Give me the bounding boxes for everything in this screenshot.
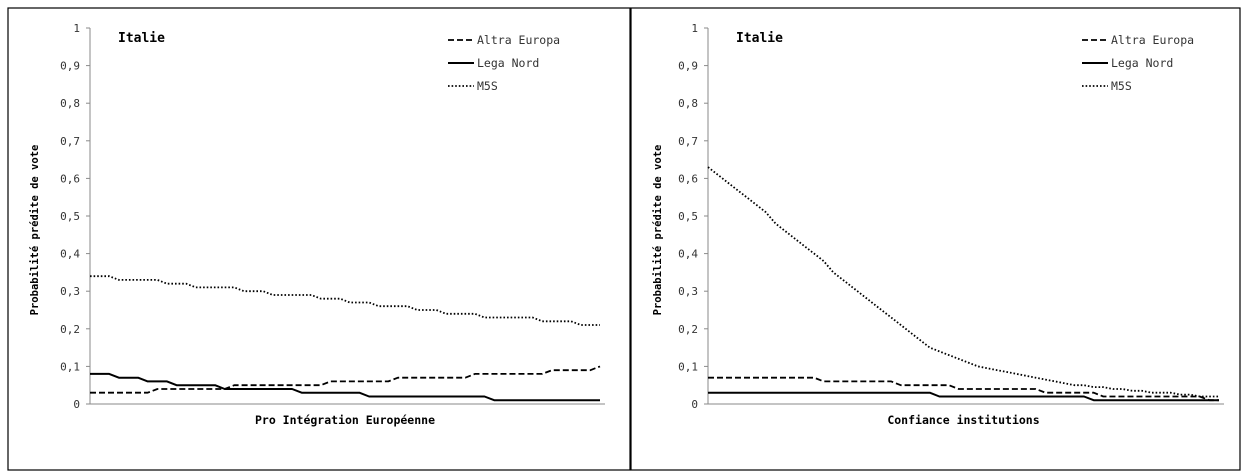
legend-label: Altra Europa	[477, 33, 560, 47]
series-line-altra-europa	[90, 365, 601, 394]
y-axis-title: Probabilité prédite de vote	[29, 145, 41, 316]
series-line-lega-nord	[90, 372, 600, 402]
y-tick-label: 0	[73, 398, 80, 411]
legend-label: Lega Nord	[477, 56, 539, 70]
y-tick-label: 0,1	[60, 360, 80, 373]
y-tick-label: 0,9	[60, 60, 80, 73]
y-tick-label: 0,2	[678, 323, 698, 336]
y-tick-label: 0,5	[678, 210, 698, 223]
y-tick-label: 0,2	[60, 323, 80, 336]
y-tick-label: 0	[691, 398, 698, 411]
chart-title: Italie	[736, 31, 783, 46]
y-tick-label: 0,3	[678, 285, 698, 298]
series-line-m5s	[707, 166, 1219, 398]
legend-label: M5S	[477, 79, 498, 93]
y-tick-label: 0,1	[678, 360, 698, 373]
chart-title: Italie	[118, 31, 165, 46]
legend-label: M5S	[1111, 79, 1132, 93]
y-tick-label: 0,6	[678, 172, 698, 185]
legend-label: Altra Europa	[1111, 33, 1194, 47]
x-axis-title: Pro Intégration Européenne	[255, 413, 435, 427]
y-tick-label: 0,9	[678, 60, 698, 73]
panel-border	[7, 7, 631, 471]
y-tick-label: 1	[691, 22, 698, 35]
y-tick-label: 0,5	[60, 210, 80, 223]
y-tick-label: 0,7	[678, 135, 698, 148]
y-tick-label: 0,6	[60, 172, 80, 185]
panel-border	[630, 7, 1241, 471]
y-tick-label: 0,3	[60, 285, 80, 298]
y-tick-label: 0,8	[60, 97, 80, 110]
series-line-altra-europa	[708, 376, 1219, 402]
chart-panel-1: 0 0,1 0,2 0,3 0,4 0,5 0,6 0,7 0,8 0,9 1 Probabilité…	[7, 7, 631, 471]
x-axis-title: Confiance institutions	[887, 413, 1039, 427]
y-tick-label: 0,4	[678, 248, 698, 261]
chart-panel-2: 0 0,1 0,2 0,3 0,4 0,5 0,6 0,7 0,8 0,9 1 Probabilité…	[630, 7, 1241, 471]
y-tick-label: 0,4	[60, 248, 80, 261]
series-line-lega-nord	[708, 391, 1219, 402]
y-tick-label: 0,8	[678, 97, 698, 110]
y-tick-label: 0,7	[60, 135, 80, 148]
series-line-m5s	[90, 275, 600, 326]
y-tick-label: 1	[73, 22, 80, 35]
y-axis-title: Probabilité prédite de vote	[652, 145, 664, 316]
legend-label: Lega Nord	[1111, 56, 1173, 70]
